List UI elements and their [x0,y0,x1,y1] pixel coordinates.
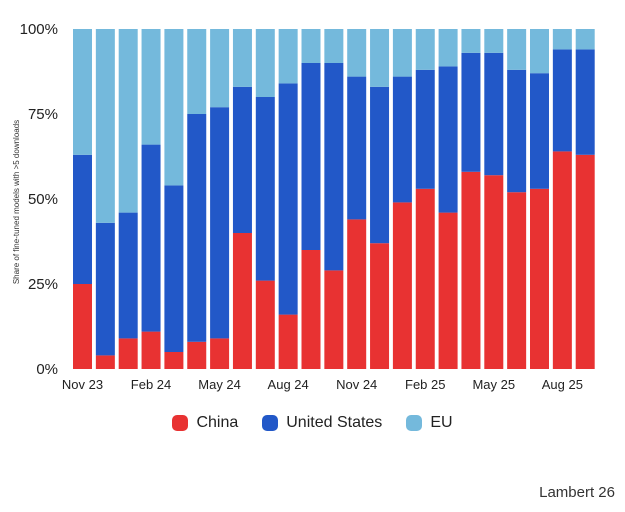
bar-china-aug-24 [278,314,298,369]
x-axis-ticks: Nov 23 Feb 24 May 24 Aug 24 Nov 24 Feb 25 May … [62,377,583,392]
legend-item-eu: EU [406,414,453,432]
y-axis-label: Share of fine-tuned models with >5 downl… [12,120,21,284]
bar-eu-sep-24 [301,29,321,63]
bar-eu-apr-24 [187,29,207,114]
bar-eu-jun-25 [507,29,527,70]
bar-united-states-dec-23 [95,222,115,356]
bar-united-states-mar-25 [438,66,458,213]
bar-eu-jul-24 [255,29,275,97]
bar-eu-may-24 [210,29,230,108]
bar-china-sep-25 [575,154,595,369]
bar-united-states-may-25 [484,52,504,176]
stacked-bar-chart: 0% 25% 50% 75% 100% Nov 23 Feb 24 May 24 Aug 24… [12,21,595,392]
bar-eu-nov-23 [73,29,92,155]
bar-united-states-may-24 [210,107,230,339]
bars-group [73,29,595,369]
bar-united-states-aug-25 [552,49,572,152]
bar-china-may-25 [484,175,504,369]
y-tick-label: 0% [36,361,58,378]
bar-china-feb-25 [415,188,435,369]
bar-china-nov-24 [347,219,367,369]
bar-eu-aug-25 [552,29,572,50]
x-tick-label: May 25 [472,377,515,392]
bar-eu-jun-24 [232,29,252,87]
bar-united-states-apr-24 [187,114,207,342]
bar-eu-jan-25 [392,29,412,77]
bar-china-feb-24 [141,331,161,369]
bar-eu-dec-24 [370,29,390,87]
bar-united-states-nov-24 [347,76,367,220]
bar-china-jul-25 [530,188,549,369]
bar-china-jun-25 [507,192,527,369]
x-tick-label: Aug 24 [268,377,309,392]
bar-china-sep-24 [301,250,321,369]
bar-united-states-dec-24 [370,86,390,244]
y-tick-label: 50% [28,191,58,208]
bar-eu-feb-25 [415,29,435,70]
bar-eu-jul-25 [530,29,549,74]
bar-china-oct-24 [324,270,344,369]
bar-united-states-oct-24 [324,63,344,271]
bar-united-states-jul-25 [530,73,549,189]
bar-eu-sep-25 [575,29,595,50]
x-tick-label: Feb 24 [131,377,171,392]
bar-china-apr-24 [187,341,207,369]
legend-label-eu: EU [430,414,453,431]
x-tick-label: Nov 24 [336,377,377,392]
y-axis-ticks: 0% 25% 50% 75% 100% [20,21,58,378]
x-tick-label: Aug 25 [542,377,583,392]
bar-china-jun-24 [232,233,252,369]
bar-eu-oct-24 [324,29,344,63]
bar-china-dec-24 [370,243,390,369]
bar-eu-apr-25 [461,29,481,53]
bar-united-states-aug-24 [278,83,298,315]
legend-label-united-states: United States [286,414,383,431]
y-tick-label: 25% [28,276,58,293]
bar-china-may-24 [210,338,230,369]
legend-swatch-eu [406,415,423,431]
credit-text: Lambert 26 [539,484,615,501]
legend: China United States EU [0,414,625,432]
bar-china-aug-25 [552,151,572,369]
bar-china-nov-23 [73,284,92,369]
bar-china-jul-24 [255,280,275,369]
bar-united-states-jan-24 [118,212,138,339]
bar-united-states-jan-25 [392,76,412,203]
bar-united-states-sep-25 [575,49,595,155]
bar-united-states-sep-24 [301,63,321,250]
bar-eu-dec-23 [95,29,115,223]
legend-item-china: China [172,414,238,432]
bar-united-states-nov-23 [73,154,92,284]
bar-eu-may-25 [484,29,504,53]
bar-china-dec-23 [95,355,115,369]
legend-label-china: China [196,414,239,431]
bar-eu-nov-24 [347,29,367,77]
legend-item-united-states: United States [262,414,382,432]
legend-swatch-china [172,415,189,431]
bar-united-states-jun-25 [507,69,527,193]
x-tick-label: Nov 23 [62,377,103,392]
y-tick-label: 100% [20,21,58,38]
x-tick-label: May 24 [198,377,241,392]
bar-china-mar-25 [438,212,458,369]
bar-china-apr-25 [461,171,481,369]
y-tick-label: 75% [28,106,58,123]
bar-eu-aug-24 [278,29,298,84]
bar-eu-jan-24 [118,29,138,213]
legend-swatch-united-states [262,415,279,431]
bar-united-states-feb-25 [415,69,435,189]
bar-united-states-apr-25 [461,52,481,172]
bar-china-jan-24 [118,338,138,369]
bar-eu-feb-24 [141,29,161,145]
bar-china-mar-24 [164,352,184,369]
bar-united-states-feb-24 [141,144,161,332]
bar-eu-mar-24 [164,29,184,186]
bar-china-jan-25 [392,202,412,369]
bar-eu-mar-25 [438,29,458,67]
bar-united-states-jun-24 [232,86,252,233]
bar-united-states-jul-24 [255,97,275,281]
bar-united-states-mar-24 [164,185,184,352]
x-tick-label: Feb 25 [405,377,445,392]
